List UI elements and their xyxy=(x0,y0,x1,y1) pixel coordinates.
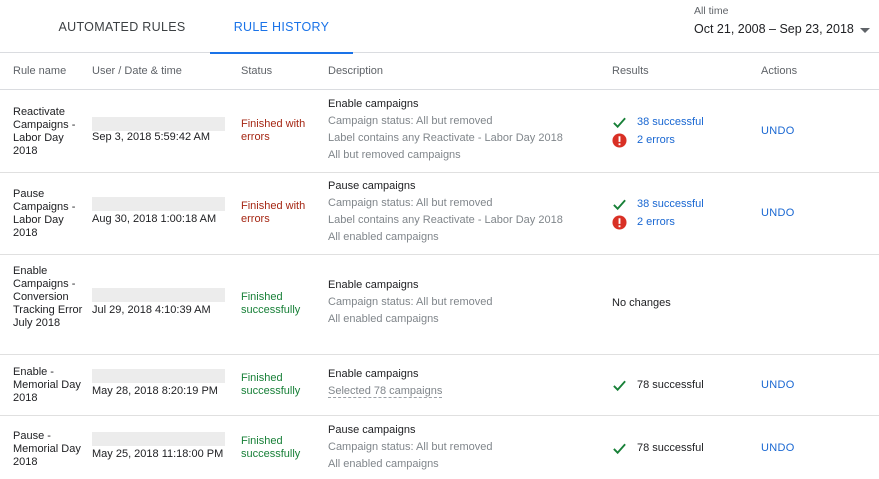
success-count-link[interactable]: 38 successful xyxy=(637,115,704,128)
success-count-text: 78 successful xyxy=(637,441,704,454)
results-cell: 78 successful xyxy=(612,376,742,394)
error-icon xyxy=(612,132,627,148)
results-cell: 38 successful 2 errors xyxy=(612,195,742,231)
description-line: Campaign status: All but removed xyxy=(328,197,493,209)
redacted-user xyxy=(92,432,225,446)
check-icon xyxy=(613,380,626,391)
no-changes-text: No changes xyxy=(612,297,671,309)
table-row: Enable - Memorial Day 2018 May 28, 2018 … xyxy=(0,355,879,416)
success-count-link[interactable]: 38 successful xyxy=(637,197,704,210)
success-count-text: 78 successful xyxy=(637,378,704,391)
description-title: Enable campaigns xyxy=(328,98,419,110)
status-text: Finished with errors xyxy=(241,200,306,225)
date-range-label: All time xyxy=(694,5,729,17)
results-cell: 38 successful 2 errors xyxy=(612,113,742,149)
description-line: Label contains any Reactivate - Labor Da… xyxy=(328,132,563,144)
description-title: Pause campaigns xyxy=(328,180,416,192)
status-text: Finished with errors xyxy=(241,118,306,143)
tab-rule-history[interactable]: RULE HISTORY xyxy=(210,0,353,54)
description-cell: Pause campaigns Campaign status: All but… xyxy=(328,180,598,248)
results-cell: No changes xyxy=(612,297,742,310)
table-row: Enable Campaigns - Conversion Tracking E… xyxy=(0,255,879,355)
error-count-link[interactable]: 2 errors xyxy=(637,215,675,228)
status-text: Finished successfully xyxy=(241,291,301,316)
rule-name[interactable]: Enable Campaigns - Conversion Tracking E… xyxy=(13,265,83,329)
check-icon xyxy=(613,117,626,128)
redacted-user xyxy=(92,197,225,211)
rule-name[interactable]: Enable - Memorial Day 2018 xyxy=(13,366,81,404)
undo-button[interactable]: UNDO xyxy=(761,125,795,137)
description-line: Label contains any Reactivate - Labor Da… xyxy=(328,214,563,226)
tab-automated-rules[interactable]: AUTOMATED RULES xyxy=(58,19,186,34)
rule-name[interactable]: Pause Campaigns - Labor Day 2018 xyxy=(13,188,76,239)
run-date: Sep 3, 2018 5:59:42 AM xyxy=(92,131,211,143)
table-row: Reactivate Campaigns - Labor Day 2018 Se… xyxy=(0,91,879,173)
check-icon xyxy=(613,443,626,454)
description-line: All enabled campaigns xyxy=(328,313,439,325)
description-cell: Enable campaigns Selected 78 campaigns xyxy=(328,368,598,398)
description-cell: Enable campaigns Campaign status: All bu… xyxy=(328,98,598,166)
selected-campaigns-link[interactable]: Selected 78 campaigns xyxy=(328,385,443,398)
description-title: Enable campaigns xyxy=(328,368,419,380)
table-header: Rule name User / Date & time Status Desc… xyxy=(0,54,879,90)
table-row: Pause - Memorial Day 2018 May 25, 2018 1… xyxy=(0,416,879,479)
description-line: All enabled campaigns xyxy=(328,231,439,243)
column-header-results[interactable]: Results xyxy=(612,65,649,77)
description-title: Enable campaigns xyxy=(328,279,419,291)
status-text: Finished successfully xyxy=(241,435,301,460)
description-cell: Enable campaigns Campaign status: All bu… xyxy=(328,279,598,330)
error-icon xyxy=(612,214,627,230)
description-cell: Pause campaigns Campaign status: All but… xyxy=(328,424,598,475)
rule-name[interactable]: Reactivate Campaigns - Labor Day 2018 xyxy=(13,106,76,157)
description-line: Campaign status: All but removed xyxy=(328,115,493,127)
description-line: Campaign status: All but removed xyxy=(328,441,493,453)
redacted-user xyxy=(92,117,225,131)
undo-button[interactable]: UNDO xyxy=(761,207,795,219)
date-range-value: Oct 21, 2008 – Sep 23, 2018 xyxy=(694,22,854,36)
column-header-actions: Actions xyxy=(761,65,798,77)
date-range-selector[interactable]: All time Oct 21, 2008 – Sep 23, 2018 xyxy=(694,5,874,45)
tab-bar: AUTOMATED RULES RULE HISTORY All time Oc… xyxy=(0,0,879,54)
undo-button[interactable]: UNDO xyxy=(761,379,795,391)
run-date: May 25, 2018 11:18:00 PM xyxy=(92,448,224,460)
redacted-user xyxy=(92,288,225,302)
column-header-status[interactable]: Status xyxy=(241,65,273,77)
undo-button[interactable]: UNDO xyxy=(761,442,795,454)
run-date: May 28, 2018 8:20:19 PM xyxy=(92,385,218,397)
column-header-description[interactable]: Description xyxy=(328,65,384,77)
description-title: Pause campaigns xyxy=(328,424,416,436)
description-line: All enabled campaigns xyxy=(328,458,439,470)
run-date: Aug 30, 2018 1:00:18 AM xyxy=(92,213,217,225)
error-count-link[interactable]: 2 errors xyxy=(637,133,675,146)
description-line: All but removed campaigns xyxy=(328,149,461,161)
status-text: Finished successfully xyxy=(241,372,301,397)
rule-name[interactable]: Pause - Memorial Day 2018 xyxy=(13,430,81,468)
redacted-user xyxy=(92,369,225,383)
results-cell: 78 successful xyxy=(612,439,742,457)
chevron-down-icon[interactable] xyxy=(860,28,870,33)
check-icon xyxy=(613,199,626,210)
column-header-rule-name[interactable]: Rule name xyxy=(13,65,67,77)
table-row: Pause Campaigns - Labor Day 2018 Aug 30,… xyxy=(0,173,879,255)
run-date: Jul 29, 2018 4:10:39 AM xyxy=(92,304,211,316)
description-line: Campaign status: All but removed xyxy=(328,296,493,308)
column-header-user-date[interactable]: User / Date & time xyxy=(92,65,182,77)
